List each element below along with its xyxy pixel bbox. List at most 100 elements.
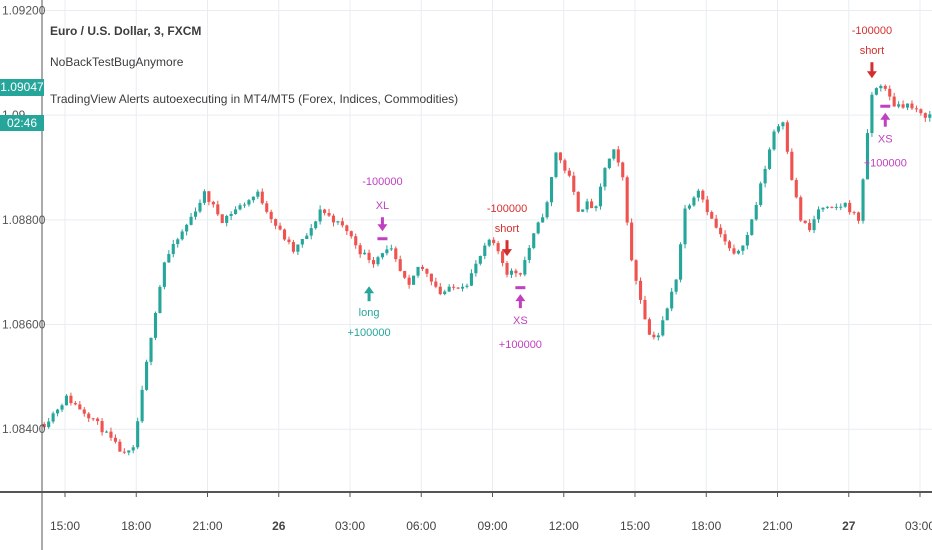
candle-body (247, 200, 251, 205)
candle-body (229, 214, 233, 216)
x-tick-label: 26 (272, 519, 286, 533)
candle-body (638, 280, 643, 300)
candle-body (607, 158, 611, 169)
candle-body (772, 131, 776, 150)
candle-body (56, 409, 60, 414)
candle-body (380, 253, 384, 258)
candle-body (100, 421, 104, 433)
candle-body (140, 389, 144, 422)
candle-body (425, 268, 429, 274)
x-tick-label: 21:00 (762, 519, 792, 533)
x-tick-label: 06:00 (406, 519, 436, 533)
candle-body (225, 215, 229, 223)
candle-body (394, 248, 398, 260)
candle-body (443, 291, 447, 295)
candle-body (149, 337, 153, 362)
candle-body (603, 168, 607, 187)
candle-body (452, 286, 456, 288)
signal-label: XS (513, 315, 528, 327)
candle-body (180, 231, 184, 240)
candle-body (661, 320, 665, 336)
candle-body (581, 209, 585, 212)
candle-body (265, 203, 269, 212)
candle-body (238, 205, 242, 210)
candle-body (710, 212, 714, 219)
candle-body (799, 197, 803, 221)
candle-body (723, 234, 727, 242)
x-tick-label: 27 (842, 519, 856, 533)
candle-body (327, 213, 331, 216)
candle-body (572, 175, 576, 192)
candle-body (616, 149, 620, 163)
candle-body (51, 413, 55, 422)
candle-body (460, 286, 465, 289)
candle-body (47, 421, 51, 428)
candle-body (919, 109, 923, 114)
candle-body (536, 222, 540, 234)
candle-body (750, 219, 754, 235)
candle-body (576, 191, 580, 212)
candle-body (291, 242, 295, 252)
candle-body (816, 209, 821, 220)
candle-body (318, 209, 322, 222)
candle-body (558, 152, 562, 161)
signal-size: +100000 (499, 339, 542, 351)
candle-body (185, 224, 189, 232)
candle-body (113, 437, 117, 442)
candle-body (759, 183, 763, 206)
candle-body (474, 263, 478, 274)
candle-body (260, 191, 264, 204)
candle-body (674, 279, 678, 292)
candle-body (278, 225, 282, 230)
candle-body (127, 450, 131, 453)
candle-body (331, 215, 336, 223)
x-tick-label: 03:00 (905, 519, 932, 533)
candle-body (207, 191, 211, 202)
x-tick-label: 15:00 (50, 519, 80, 533)
signal-label: short (860, 45, 884, 57)
candle-body (158, 286, 162, 314)
signal-size: -100000 (362, 176, 402, 188)
y-tick-label: 1.08800 (2, 213, 46, 227)
candle-body (883, 85, 887, 89)
candle-body (696, 190, 700, 198)
signal-long: long +100000 (348, 286, 391, 339)
candle-body (269, 211, 273, 220)
candle-body (549, 176, 554, 203)
candle-body (323, 209, 327, 214)
indicator-name: NoBackTestBugAnymore (50, 55, 184, 69)
x-tick-label: 18:00 (691, 519, 721, 533)
candle-body (69, 395, 73, 404)
short-arrow-icon (866, 71, 877, 79)
exit-arrow-icon (880, 112, 891, 120)
exit-arrow-shaft (380, 217, 384, 226)
candle-body (598, 186, 603, 207)
signal-label: XL (376, 200, 389, 212)
candle-body (145, 361, 149, 390)
candle-body (136, 421, 140, 448)
candle-body (905, 103, 910, 108)
candle-body (398, 259, 402, 271)
candle-body (808, 222, 812, 231)
candle-body (60, 405, 64, 410)
candle-body (296, 244, 300, 252)
strategy-name: TradingView Alerts autoexecuting in MT4/… (50, 92, 459, 106)
candle-body (897, 104, 901, 107)
candle-body (892, 96, 896, 107)
candle-body (714, 218, 718, 228)
candle-body (843, 202, 847, 207)
candle-body (670, 291, 674, 309)
candle-body (256, 191, 260, 197)
signal-close_long: XL -100000 (362, 176, 403, 241)
symbol-title: Euro / U.S. Dollar, 3, FXCM (50, 24, 202, 38)
candle-body (701, 190, 705, 200)
candle-body (478, 256, 482, 264)
candle-body (309, 228, 313, 236)
candle-body (345, 225, 349, 232)
candle-body (821, 207, 825, 210)
candle-body (768, 149, 772, 169)
candle-body (679, 244, 683, 280)
exit-arrow-shaft (518, 300, 522, 309)
candle-body (420, 266, 425, 269)
